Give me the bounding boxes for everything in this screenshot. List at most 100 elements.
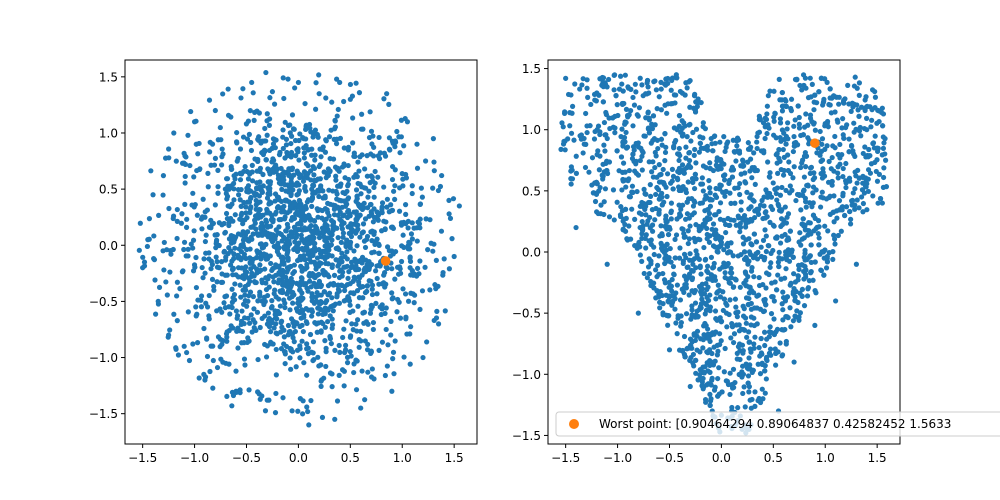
data-point bbox=[222, 186, 228, 192]
data-point bbox=[654, 185, 660, 191]
data-point bbox=[280, 395, 286, 401]
data-point bbox=[796, 314, 802, 320]
data-point bbox=[769, 294, 775, 300]
data-point bbox=[864, 207, 870, 213]
data-point bbox=[614, 102, 620, 108]
data-point bbox=[219, 271, 225, 277]
data-point bbox=[248, 194, 254, 201]
data-point bbox=[782, 326, 788, 333]
data-point bbox=[194, 212, 200, 218]
data-point bbox=[292, 226, 299, 232]
data-point bbox=[673, 290, 679, 296]
data-point bbox=[366, 188, 372, 194]
data-point bbox=[654, 174, 660, 180]
data-point bbox=[728, 200, 734, 206]
data-point bbox=[801, 276, 807, 282]
data-point bbox=[326, 274, 332, 280]
data-point bbox=[690, 261, 696, 267]
data-point bbox=[230, 218, 236, 224]
data-point bbox=[163, 279, 169, 285]
data-point bbox=[783, 341, 789, 347]
data-point bbox=[193, 141, 199, 147]
y-tick-label: 1.0 bbox=[99, 126, 118, 140]
data-point bbox=[284, 291, 290, 297]
data-point bbox=[739, 374, 745, 380]
data-point bbox=[779, 353, 785, 359]
data-point bbox=[241, 251, 248, 257]
data-point bbox=[279, 186, 285, 192]
data-point bbox=[863, 94, 869, 100]
data-point bbox=[773, 135, 779, 141]
data-point bbox=[317, 176, 323, 182]
y-tick-label: 0.5 bbox=[522, 184, 541, 198]
data-point bbox=[202, 377, 208, 383]
data-point bbox=[409, 268, 415, 274]
data-point bbox=[723, 188, 729, 195]
data-point bbox=[392, 196, 398, 203]
data-point bbox=[760, 396, 766, 402]
data-point bbox=[783, 295, 789, 301]
data-point bbox=[314, 329, 320, 335]
data-point bbox=[704, 231, 710, 238]
data-point bbox=[808, 165, 814, 171]
data-point bbox=[390, 295, 396, 301]
data-point bbox=[744, 334, 750, 340]
data-point bbox=[612, 130, 618, 136]
data-point bbox=[369, 238, 375, 244]
worst-point bbox=[810, 138, 820, 148]
data-point bbox=[284, 249, 291, 255]
data-point bbox=[399, 171, 405, 177]
x-tick-label: 0.5 bbox=[341, 451, 360, 465]
data-point bbox=[297, 355, 303, 361]
data-point bbox=[872, 88, 878, 95]
data-point bbox=[747, 397, 753, 403]
data-point bbox=[852, 186, 858, 192]
data-point bbox=[341, 368, 347, 374]
data-point bbox=[717, 331, 723, 337]
data-point bbox=[318, 300, 325, 306]
data-point bbox=[181, 150, 187, 156]
data-point bbox=[294, 209, 300, 215]
data-point bbox=[709, 377, 715, 383]
data-point bbox=[381, 96, 387, 102]
data-point bbox=[865, 188, 872, 195]
data-point bbox=[277, 303, 283, 309]
data-point bbox=[387, 147, 393, 153]
data-point bbox=[331, 272, 338, 278]
data-point bbox=[231, 297, 238, 303]
data-point bbox=[282, 304, 288, 311]
data-point bbox=[862, 183, 869, 189]
data-point bbox=[771, 316, 777, 322]
data-point bbox=[721, 217, 727, 223]
data-point bbox=[247, 170, 253, 176]
data-point bbox=[763, 248, 769, 255]
data-point bbox=[340, 334, 346, 341]
data-point bbox=[632, 81, 638, 87]
data-point bbox=[676, 113, 683, 119]
data-point bbox=[295, 191, 301, 197]
data-point bbox=[805, 232, 811, 238]
data-point bbox=[174, 206, 180, 213]
data-point bbox=[845, 82, 851, 88]
data-point bbox=[868, 124, 874, 130]
data-point bbox=[756, 274, 762, 281]
data-point bbox=[687, 251, 693, 257]
data-point bbox=[210, 220, 217, 227]
data-point bbox=[654, 106, 660, 112]
data-point bbox=[280, 267, 286, 273]
data-point bbox=[676, 347, 683, 353]
data-point bbox=[805, 182, 811, 188]
data-point bbox=[881, 174, 887, 181]
data-point bbox=[819, 141, 825, 147]
data-point bbox=[348, 225, 354, 232]
data-point bbox=[814, 150, 820, 156]
data-point bbox=[339, 164, 346, 170]
data-point bbox=[744, 189, 750, 195]
data-point bbox=[273, 390, 279, 397]
data-point bbox=[687, 164, 694, 170]
data-point bbox=[404, 331, 410, 337]
data-point bbox=[249, 79, 255, 86]
data-point bbox=[325, 254, 331, 260]
data-point bbox=[390, 349, 397, 355]
data-point bbox=[351, 248, 357, 254]
